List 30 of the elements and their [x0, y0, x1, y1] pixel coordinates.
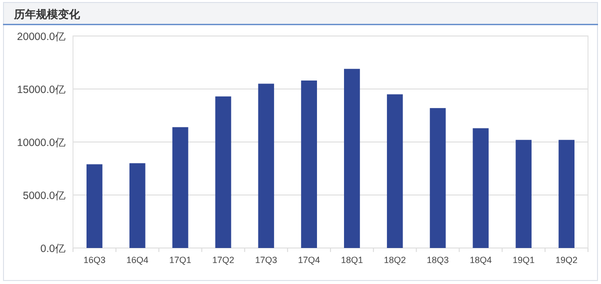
- chart-title: 历年规模变化: [13, 8, 81, 21]
- x-tick-label: 18Q1: [340, 255, 363, 265]
- y-tick-label: 15000.0亿: [17, 84, 66, 96]
- bar: [301, 80, 317, 248]
- x-tick-label: 18Q2: [384, 255, 406, 265]
- x-tick-label: 18Q3: [426, 255, 449, 265]
- bar: [344, 68, 360, 248]
- x-tick-label: 17Q2: [212, 255, 234, 265]
- bar: [558, 140, 574, 248]
- x-tick-label: 17Q1: [169, 255, 192, 265]
- x-tick-label: 19Q2: [556, 255, 578, 265]
- bar: [386, 94, 403, 248]
- bar: [86, 164, 102, 248]
- y-tick-label: 5000.0亿: [22, 190, 66, 202]
- x-tick-label: 17Q4: [298, 255, 320, 265]
- bar: [215, 96, 232, 248]
- y-tick-label: 20000.0亿: [17, 31, 66, 43]
- bar: [172, 127, 188, 248]
- bar: [516, 140, 532, 248]
- bar: [258, 84, 274, 248]
- x-tick-label: 19Q1: [512, 255, 535, 265]
- x-tick-label: 17Q3: [255, 255, 278, 265]
- bar: [129, 163, 146, 248]
- x-tick-label: 16Q3: [83, 255, 106, 265]
- y-tick-label: 0.0亿: [40, 243, 66, 255]
- bar: [430, 108, 446, 248]
- x-tick-label: 18Q4: [470, 255, 492, 265]
- bar: [472, 128, 489, 248]
- x-tick-label: 16Q4: [126, 255, 148, 265]
- y-tick-label: 10000.0亿: [17, 137, 66, 149]
